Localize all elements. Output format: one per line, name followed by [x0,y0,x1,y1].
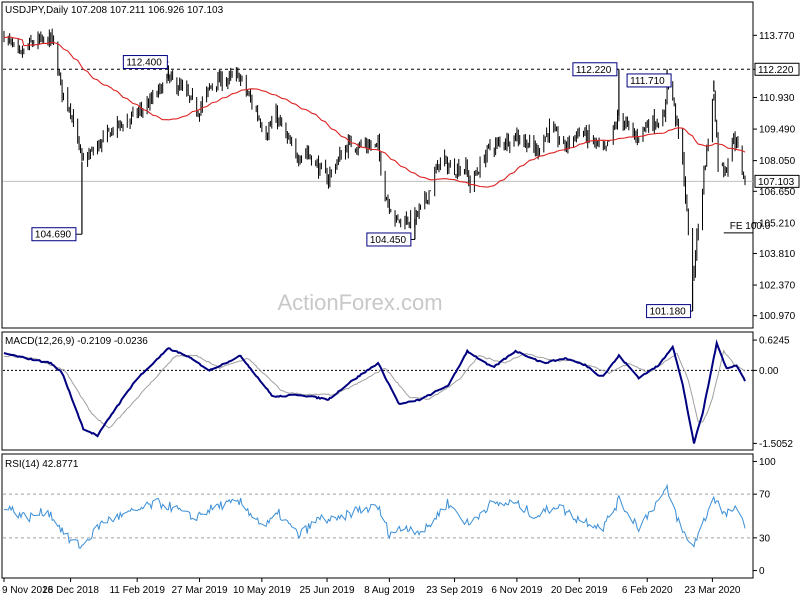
x-tick-label: 6 Feb 2020 [622,585,673,596]
annotation-box [646,304,692,319]
price-y-tick-label: 113.770 [759,31,795,42]
watermark: ActionForex.com [277,290,442,315]
annotation-label: 112.400 [126,58,162,69]
macd-y-tick-label: 0.6245 [759,336,790,347]
annotation-label: 104.690 [35,230,72,241]
macd-panel-frame [1,331,754,451]
rsi-line [3,483,746,549]
annotation-label: 101.180 [650,307,687,318]
annotation-box [366,232,412,247]
last-price-axis-box [754,174,800,188]
x-tick-label: 11 Feb 2019 [109,585,165,596]
annotation-box [31,227,77,242]
macd-title: MACD(12,26,9) -0.2109 -0.0236 [5,336,148,347]
rsi-y-tick-label: 0 [759,566,765,577]
x-tick-label: 23 Sep 2019 [426,585,483,596]
price-y-tick-label: 103.810 [759,249,796,260]
annotation-label: 104.450 [370,235,407,246]
x-tick-label: 27 Mar 2019 [171,585,228,596]
annotation-box [572,62,618,77]
price-y-tick-label: 105.210 [759,218,796,229]
x-tick-label: 23 Mar 2020 [684,585,741,596]
macd-macd-line [3,339,746,444]
price-y-tick-label: 110.930 [759,93,795,104]
rsi-title: RSI(14) 42.8771 [5,459,79,470]
macd-y-tick-label: -1.5052 [759,439,793,450]
rsi-plot: 100 70 30 0 [3,457,776,577]
macd-y-tick-label: 0.00 [759,366,779,377]
annotation-box [626,73,672,88]
price-panel-frame [1,1,754,329]
x-tick-label: 6 Nov 2019 [491,585,543,596]
resistance-axis-label: 112.220 [758,65,794,76]
x-tick-label: 8 Aug 2019 [364,585,415,596]
x-tick-label: 20 Dec 2019 [551,585,608,596]
macd-plot: 0.6245 0.00 -1.5052 [3,336,793,450]
annotation-label: 111.710 [630,76,665,87]
price-y-tick-label: 108.050 [759,156,796,167]
x-tick-label: 10 May 2019 [233,585,291,596]
price-title: USDJPY,Daily 107.208 107.211 106.926 107… [5,5,224,16]
last-price-axis-label: 107.103 [758,177,795,188]
fe-label: FE 100.0 [730,221,771,232]
rsi-y-tick-label: 30 [759,533,771,544]
price-plot: 113.770 112.220 110.930 109.490 108.050 106.6… [3,28,800,322]
annotation-box [122,55,168,70]
price-y-tick-label: 102.370 [759,281,796,292]
rsi-panel-frame [1,453,754,579]
moving-average-line [3,36,746,188]
annotation-label: 112.220 [576,65,612,76]
x-tick-label: 9 Nov 2018 [2,585,54,596]
price-y-tick-label: 109.490 [759,125,796,136]
rsi-y-tick-label: 70 [759,490,771,501]
price-y-tick-label: 106.650 [759,187,796,198]
x-tick-label: 26 Dec 2018 [42,585,99,596]
price-y-tick-label: 100.970 [759,311,796,322]
x-tick-label: 25 Jun 2019 [300,585,355,596]
rsi-y-tick-label: 100 [759,457,776,468]
macd-signal-line [3,349,746,429]
resistance-axis-box [754,62,800,76]
